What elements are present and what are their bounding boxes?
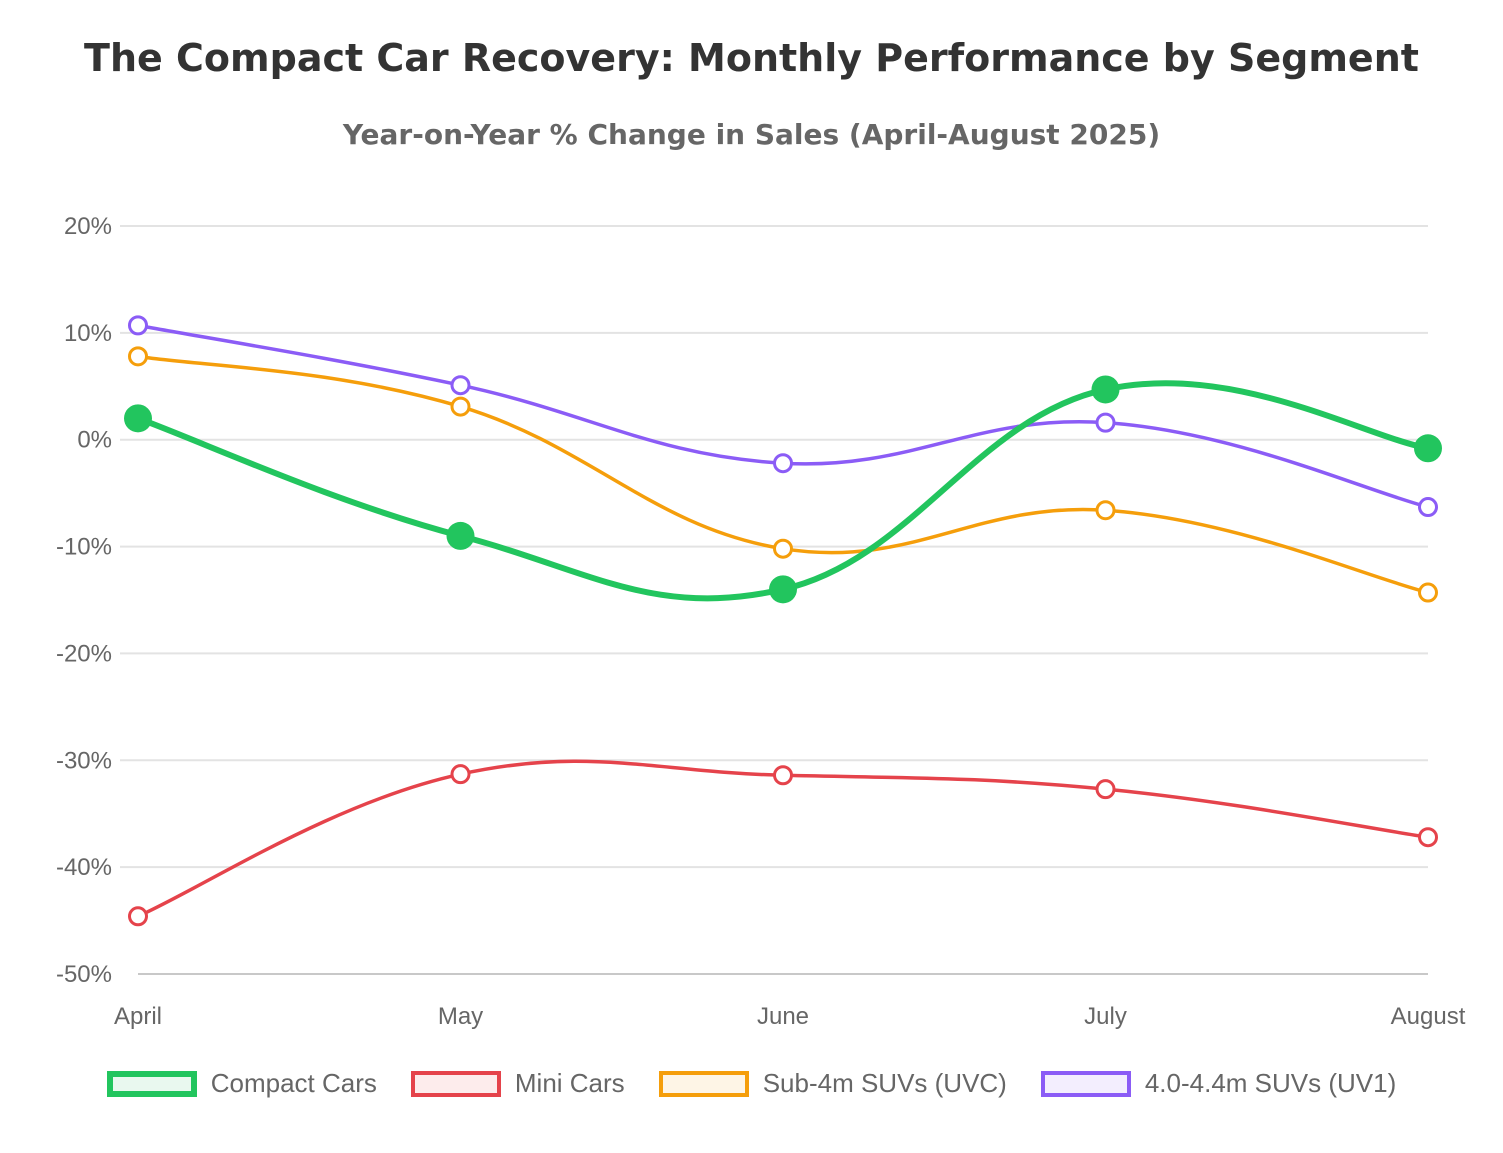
- legend-item[interactable]: Sub-4m SUVs (UVC): [658, 1068, 1007, 1099]
- x-tick-label: August: [1391, 1003, 1466, 1030]
- data-point: [1095, 779, 1116, 800]
- grid-lines: [120, 225, 1428, 975]
- chart-title: The Compact Car Recovery: Monthly Perfor…: [84, 36, 1419, 80]
- legend-item[interactable]: Compact Cars: [106, 1068, 377, 1099]
- legend: Compact Cars Mini Cars Sub-4m SUVs (UVC) 4.…: [0, 1068, 1503, 1099]
- y-tick-label: -30%: [56, 747, 112, 774]
- series-0: [124, 375, 1442, 604]
- legend-label: 4.0-4.4m SUVs (UV1): [1144, 1068, 1397, 1098]
- plot-area: 20% 10% 0% -10% -20% -30% -40% -50% April May Jun…: [56, 213, 1466, 1030]
- x-tick-label: May: [438, 1003, 483, 1030]
- x-tick-label: April: [114, 1003, 162, 1030]
- legend-label: Sub-4m SUVs (UVC): [762, 1068, 1007, 1098]
- data-point: [773, 538, 793, 559]
- legend-item[interactable]: 4.0-4.4m SUVs (UV1): [1040, 1068, 1397, 1099]
- y-tick-label: 10%: [64, 320, 112, 347]
- data-point: [128, 346, 148, 367]
- series-line: [136, 323, 1430, 509]
- y-tick-label: 20%: [64, 213, 112, 240]
- data-point: [1091, 375, 1120, 404]
- x-tick-label: July: [1084, 1003, 1127, 1030]
- y-tick-label: -40%: [56, 854, 112, 881]
- series-line: [135, 380, 1431, 602]
- y-tick-label: -20%: [56, 640, 112, 667]
- x-axis-labels: April May June July August: [114, 1003, 1466, 1030]
- data-point: [773, 453, 793, 474]
- data-point: [446, 521, 475, 550]
- legend-label: Mini Cars: [514, 1068, 625, 1098]
- data-point: [1414, 434, 1442, 463]
- series-lines: [124, 315, 1442, 927]
- data-point: [450, 375, 471, 396]
- legend-label: Compact Cars: [210, 1068, 377, 1098]
- data-point: [1095, 500, 1116, 521]
- y-tick-label: -10%: [56, 534, 112, 561]
- series-2: [128, 346, 1438, 603]
- data-point: [128, 906, 148, 927]
- data-point: [1418, 497, 1438, 518]
- data-point: [1418, 582, 1438, 603]
- legend-item[interactable]: Mini Cars: [410, 1068, 625, 1099]
- data-point: [1095, 412, 1116, 433]
- legend-swatch: [1040, 1070, 1131, 1097]
- data-point: [450, 396, 471, 417]
- data-point: [450, 764, 471, 785]
- x-tick-label: June: [757, 1003, 809, 1030]
- legend-swatch: [410, 1070, 501, 1097]
- data-point: [1418, 827, 1438, 848]
- data-point: [769, 575, 797, 604]
- series-1: [128, 759, 1438, 927]
- y-tick-label: -50%: [56, 961, 112, 988]
- data-point: [128, 315, 148, 336]
- y-tick-label: 0%: [77, 427, 112, 454]
- y-axis-labels: 20% 10% 0% -10% -20% -30% -40% -50%: [56, 213, 112, 988]
- data-point: [773, 765, 793, 786]
- series-3: [128, 315, 1438, 518]
- legend-swatch: [658, 1070, 749, 1097]
- legend-swatch: [106, 1070, 197, 1097]
- data-point: [124, 404, 152, 433]
- chart-subtitle: Year-on-Year % Change in Sales (April-Au…: [342, 118, 1161, 151]
